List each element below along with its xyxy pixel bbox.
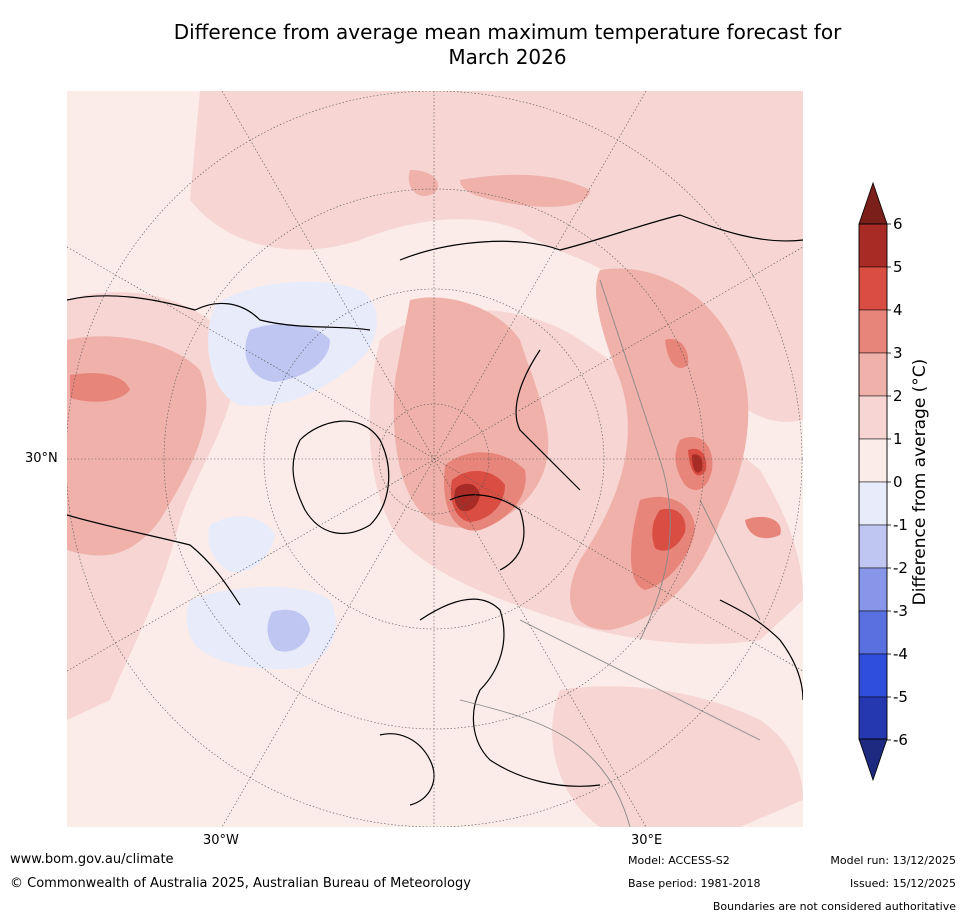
coast-mediterranean xyxy=(379,733,435,806)
colorbar-outline xyxy=(858,223,888,740)
base-period-text: Base period: 1981-2018 xyxy=(628,877,761,890)
region-laptev-extreme xyxy=(454,483,480,512)
colorbar-tick-label: -5 xyxy=(893,688,908,706)
map-panel xyxy=(67,91,803,827)
region-small-north-2 xyxy=(460,174,590,207)
coast-asia-arctic xyxy=(399,214,803,261)
coast-laptev xyxy=(449,494,525,571)
coast-europe xyxy=(419,598,601,787)
colorbar-bands xyxy=(858,223,888,741)
colorbar-band xyxy=(858,567,888,612)
title-line-1: Difference from average mean maximum tem… xyxy=(173,20,842,44)
region-central-siberia-warm xyxy=(570,268,749,630)
colorbar-tick-label: -4 xyxy=(893,645,908,663)
model-run-text: Model run: 13/12/2025 xyxy=(830,854,956,867)
colorbar-tick-label: -3 xyxy=(893,602,908,620)
country-boundaries xyxy=(459,279,761,827)
coast-siberia-inner xyxy=(515,349,581,491)
region-siberia-hot-3 xyxy=(665,339,689,369)
colorbar-tick-label: 6 xyxy=(893,215,903,233)
lat-label-30n: 30°N xyxy=(25,451,58,466)
region-east-asia xyxy=(552,686,803,827)
lon-label-30e: 30°E xyxy=(631,833,663,848)
issued-text: Issued: 15/12/2025 xyxy=(849,877,956,890)
disclaimer-text: Boundaries are not considered authoritat… xyxy=(712,900,956,913)
colorbar-ticks: 6 5 4 3 2 1 0 -1 -2 -3 -4 -5 -6 xyxy=(887,215,908,749)
colorbar-tick-label: 5 xyxy=(893,258,903,276)
colorbar-label: Difference from average (°C) xyxy=(910,358,930,606)
website-link[interactable]: www.bom.gov.au/climate xyxy=(10,852,174,867)
colorbar: 6 5 4 3 2 1 0 -1 -2 -3 -4 -5 -6 xyxy=(858,181,908,782)
graticule-meridian-4 xyxy=(221,91,647,827)
colorbar-tick-label: 3 xyxy=(893,344,903,362)
coast-east-asia xyxy=(719,599,803,701)
colorbar-band xyxy=(858,309,888,354)
region-arctic-north xyxy=(190,91,803,422)
colorbar-band xyxy=(858,610,888,655)
region-greenland-colder xyxy=(245,324,330,382)
colorbar-band xyxy=(858,352,888,397)
coast-greenland xyxy=(292,420,390,534)
colorbar-tick-label: -1 xyxy=(893,516,908,534)
region-alaska-hot xyxy=(70,373,130,402)
graticule xyxy=(67,91,803,827)
copyright-text: © Commonwealth of Australia 2025, Austra… xyxy=(10,876,471,891)
coast-north-america-arctic xyxy=(67,295,371,331)
boundary-4 xyxy=(699,499,761,621)
coastlines xyxy=(67,214,803,806)
region-atlantic-cool-1 xyxy=(208,516,275,573)
graticule-meridian-6 xyxy=(67,246,803,672)
colorbar-band xyxy=(858,395,888,440)
colorbar-band xyxy=(858,524,888,569)
colorbar-band xyxy=(858,653,888,698)
colorbar-tick-label: -2 xyxy=(893,559,908,577)
model-text: Model: ACCESS-S2 xyxy=(628,854,730,867)
colorbar-tick-label: 1 xyxy=(893,430,903,448)
coast-north-america-east xyxy=(67,514,241,606)
colorbar-band xyxy=(858,223,888,268)
colorbar-tick-label: 2 xyxy=(893,387,903,405)
anomaly-minus2-minus1-regions xyxy=(245,324,330,652)
region-atlantic-cool-2 xyxy=(186,586,336,670)
colorbar-band xyxy=(858,438,888,483)
boundary-1 xyxy=(599,279,671,641)
lon-label-30w: 30°W xyxy=(203,833,239,848)
colorbar-band xyxy=(858,696,888,741)
region-atlantic-colder xyxy=(267,609,310,652)
title-line-2: March 2026 xyxy=(448,45,567,69)
colorbar-band xyxy=(858,266,888,311)
colorbar-tick-label: -6 xyxy=(893,731,908,749)
region-siberia-very-hot xyxy=(652,508,686,551)
colorbar-band xyxy=(858,481,888,526)
colorbar-extend-top xyxy=(858,181,888,225)
colorbar-tick-label: 0 xyxy=(893,473,903,491)
region-far-east-hot xyxy=(745,516,781,539)
colorbar-tick-label: 4 xyxy=(893,301,903,319)
colorbar-extend-bottom xyxy=(858,738,888,782)
chart-title: Difference from average mean maximum tem… xyxy=(100,20,915,70)
boundary-2 xyxy=(519,619,761,741)
boundary-3 xyxy=(459,699,631,827)
